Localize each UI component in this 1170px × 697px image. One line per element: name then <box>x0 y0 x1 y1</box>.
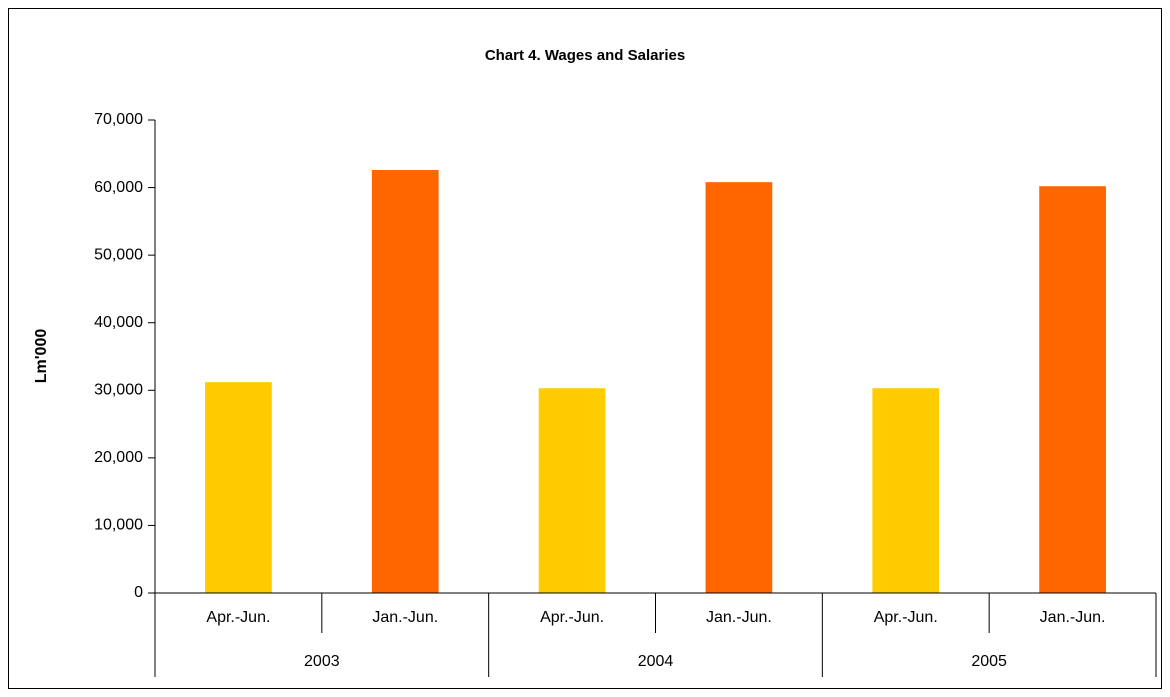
bar <box>872 388 940 593</box>
y-tick-label: 0 <box>134 584 143 601</box>
x-tick-label: Apr.-Jun. <box>540 609 604 626</box>
x-tick-label: Apr.-Jun. <box>874 609 938 626</box>
y-tick-label: 10,000 <box>94 517 143 534</box>
group-label: 2004 <box>638 653 674 670</box>
y-axis-label: Lm'000 <box>33 329 50 384</box>
group-label: 2003 <box>304 653 340 670</box>
chart-title: Chart 4. Wages and Salaries <box>485 47 685 64</box>
x-tick-label: Jan.-Jun. <box>372 609 438 626</box>
x-tick-label: Apr.-Jun. <box>206 609 270 626</box>
y-tick-label: 40,000 <box>94 314 143 331</box>
x-tick-label: Jan.-Jun. <box>706 609 772 626</box>
y-tick-label: 30,000 <box>94 382 143 399</box>
bar <box>705 182 773 593</box>
group-label: 2005 <box>971 653 1007 670</box>
bar <box>1039 186 1106 593</box>
bar <box>205 382 272 593</box>
y-tick-label: 20,000 <box>94 449 143 466</box>
y-tick-label: 50,000 <box>94 246 143 263</box>
y-tick-label: 60,000 <box>94 179 143 196</box>
bar <box>371 170 439 593</box>
y-tick-label: 70,000 <box>94 111 143 128</box>
x-tick-label: Jan.-Jun. <box>1040 609 1106 626</box>
bar <box>538 388 606 593</box>
